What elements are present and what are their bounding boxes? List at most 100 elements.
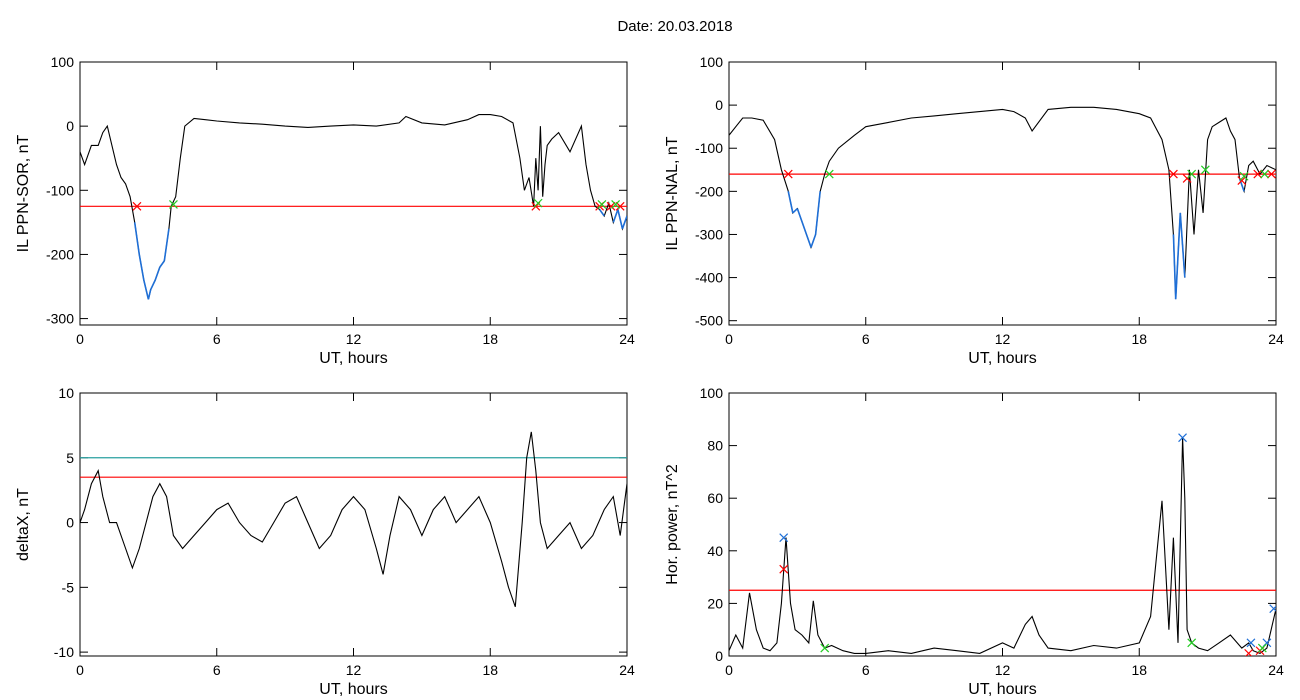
crossing-marker-green xyxy=(533,198,543,208)
plot-data xyxy=(80,114,627,300)
below-threshold-segment xyxy=(163,228,170,261)
crossing-marker-green-stroke-b xyxy=(1239,171,1249,181)
peak-marker-blue-stroke-b xyxy=(1269,605,1276,614)
peak-marker-red-stroke-b xyxy=(779,564,789,574)
y-tick-label: 0 xyxy=(66,118,74,134)
below-threshold-segment xyxy=(1174,212,1182,300)
crossing-marker-red-stroke-b xyxy=(1169,169,1178,179)
x-tick-label: 24 xyxy=(619,331,635,347)
crossing-marker-green xyxy=(611,199,621,209)
crossing-marker-green-stroke-b xyxy=(597,199,607,209)
peak-marker-blue-stroke-b xyxy=(1246,638,1256,648)
series-line xyxy=(80,431,627,607)
plot-4: 0 6 12 18 24 0 20 40 60 80 100 UT, hours Hor. power,… xyxy=(664,385,1284,698)
below-threshold-segment xyxy=(149,279,156,291)
y-tick-label: 80 xyxy=(707,438,723,454)
crossing-marker-red xyxy=(1267,169,1276,179)
peak-marker-green-stroke-b xyxy=(820,643,830,653)
peak-marker-red xyxy=(779,564,789,574)
y-tick-label: 100 xyxy=(51,54,75,70)
x-tick-label: 0 xyxy=(725,331,733,347)
below-threshold-segment xyxy=(598,209,605,217)
peak-marker-green-stroke-b xyxy=(1187,638,1197,648)
x-tick-label: 6 xyxy=(213,331,221,347)
below-threshold-segment xyxy=(796,208,803,222)
y-tick-label: -100 xyxy=(46,182,74,198)
x-tick-label: 6 xyxy=(213,662,221,678)
crossing-marker-red xyxy=(1237,176,1247,185)
peak-marker-green xyxy=(820,643,830,653)
series-line xyxy=(729,437,1276,655)
x-tick-label: 12 xyxy=(995,331,1011,347)
below-threshold-segment xyxy=(801,221,808,235)
crossing-marker-green xyxy=(597,199,607,209)
peak-marker-blue xyxy=(1246,638,1256,648)
crossing-marker-green-stroke-b xyxy=(169,199,178,209)
crossing-marker-red-stroke-b xyxy=(1267,169,1276,179)
peak-marker-green-stroke-b xyxy=(1257,643,1267,653)
y-tick-label: 0 xyxy=(715,97,723,113)
y-tick-label: 40 xyxy=(707,543,723,559)
x-tick-label: 24 xyxy=(619,662,635,678)
below-threshold-segment xyxy=(805,234,812,248)
crossing-marker-green xyxy=(1200,165,1210,175)
crossing-marker-red-stroke-b xyxy=(615,201,625,211)
peak-marker-green xyxy=(1187,638,1197,648)
peak-marker-blue xyxy=(779,533,789,543)
y-tick-label: -10 xyxy=(54,644,74,660)
x-tick-label: 12 xyxy=(346,331,362,347)
peak-marker-red-stroke-b xyxy=(1245,648,1254,656)
below-threshold-segment xyxy=(814,191,821,235)
plot-data xyxy=(729,106,1276,300)
y-tick-label: 100 xyxy=(700,385,724,401)
crossing-marker-red xyxy=(1169,169,1178,179)
crossing-marker-red xyxy=(132,201,142,211)
plot-3: 0 6 12 18 24 -10 -5 0 5 10 UT, hours deltaX, nT xyxy=(15,385,635,698)
y-tick-label: 100 xyxy=(700,54,724,70)
x-tick-label: 24 xyxy=(1268,331,1284,347)
below-threshold-segment xyxy=(138,254,145,281)
plot-data xyxy=(729,433,1276,656)
crossing-marker-red-stroke-b xyxy=(783,169,793,179)
x-tick-label: 6 xyxy=(862,331,870,347)
crossing-marker-green xyxy=(169,199,178,209)
crossing-marker-green-stroke-b xyxy=(1260,169,1270,179)
below-threshold-segment xyxy=(792,208,798,214)
y-tick-label: 20 xyxy=(707,595,723,611)
y-tick-label: 5 xyxy=(66,450,74,466)
below-threshold-segment xyxy=(159,260,165,268)
x-tick-label: 0 xyxy=(725,662,733,678)
x-tick-label: 12 xyxy=(346,662,362,678)
peak-marker-green xyxy=(1257,643,1267,653)
x-tick-label: 18 xyxy=(482,331,498,347)
x-tick-label: 12 xyxy=(995,662,1011,678)
crossing-marker-red xyxy=(606,201,616,211)
crossing-marker-red xyxy=(615,201,625,211)
chart-title: Date: 20.03.2018 xyxy=(617,18,733,35)
x-axis-label: UT, hours xyxy=(319,681,387,698)
x-tick-label: 18 xyxy=(1131,662,1147,678)
y-tick-label: -5 xyxy=(62,579,75,595)
crossing-marker-green-stroke-b xyxy=(1187,169,1197,179)
crossing-marker-red-stroke-b xyxy=(1253,169,1263,179)
y-tick-label: -100 xyxy=(695,140,723,156)
below-threshold-segment xyxy=(612,209,619,223)
y-tick-label: 0 xyxy=(715,648,723,664)
below-threshold-segment xyxy=(143,279,150,300)
x-tick-label: 18 xyxy=(1131,331,1147,347)
y-axis-label: deltaX, nT xyxy=(15,488,32,561)
crossing-marker-red-stroke-b xyxy=(132,201,142,211)
crossing-marker-green-stroke-b xyxy=(824,169,834,179)
plot-frame xyxy=(79,392,628,657)
y-tick-label: -300 xyxy=(46,311,74,327)
x-axis-label: UT, hours xyxy=(968,681,1036,698)
crossing-marker-red xyxy=(1253,169,1263,179)
x-tick-label: 0 xyxy=(76,331,84,347)
y-axis-label: Hor. power, nT^2 xyxy=(664,464,681,585)
y-tick-label: -200 xyxy=(46,246,74,262)
crossing-marker-green-stroke-b xyxy=(611,199,621,209)
y-tick-label: 0 xyxy=(66,515,74,531)
crossing-marker-green xyxy=(824,169,834,179)
peak-marker-red xyxy=(1244,648,1254,656)
